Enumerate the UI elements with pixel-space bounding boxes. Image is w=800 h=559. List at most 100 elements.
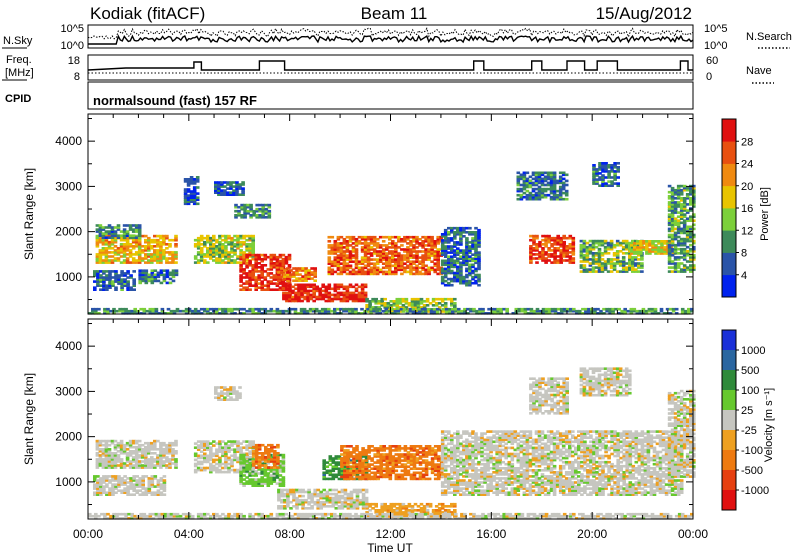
heatmap-cell (200, 467, 204, 470)
heatmap-cell (686, 187, 690, 190)
heatmap-cell (129, 249, 133, 252)
heatmap-cell (236, 469, 240, 472)
heatmap-cell (468, 231, 472, 234)
heatmap-cell (236, 235, 240, 238)
heatmap-cell (535, 261, 539, 264)
heatmap-cell (328, 256, 332, 259)
heatmap-cell (260, 264, 264, 267)
heatmap-cell (616, 166, 620, 169)
heatmap-cell (108, 448, 112, 451)
power-ylabel: Slant Range [km] (22, 168, 36, 260)
heatmap-cell (172, 280, 176, 283)
heatmap-cell (589, 268, 593, 271)
heatmap-cell (249, 214, 253, 217)
heatmap-cell (105, 440, 109, 443)
heatmap-cell (686, 246, 690, 249)
heatmap-cell (382, 267, 386, 270)
heatmap-cell (285, 292, 289, 295)
heatmap-cell (321, 284, 325, 287)
heatmap-cell (174, 243, 178, 246)
nave-label: Nave (746, 65, 772, 77)
heatmap-cell (310, 277, 314, 280)
heatmap-cell (358, 240, 362, 243)
noise-traces (88, 28, 693, 44)
heatmap-cell (93, 270, 97, 273)
heatmap-cell (406, 246, 410, 249)
heatmap-cell (105, 284, 109, 287)
heatmap-cell (505, 308, 509, 311)
heatmap-cell (286, 267, 290, 270)
heatmap-cell (322, 489, 326, 492)
heatmap-cell (322, 501, 326, 504)
heatmap-cell (165, 456, 169, 459)
heatmap-cell (674, 189, 678, 192)
heatmap-cell (468, 280, 472, 283)
heatmap-cell (674, 262, 678, 265)
heatmap-cell (114, 270, 118, 273)
heatmap-cell (601, 174, 605, 177)
heatmap-cell (674, 201, 678, 204)
heatmap-cell (129, 243, 133, 246)
y-tick-label: 1000 (55, 270, 82, 284)
heatmap-cell (224, 308, 228, 311)
heatmap-cell (370, 262, 374, 265)
heatmap-cell (453, 298, 457, 301)
colorbar-swatch (722, 230, 736, 253)
heatmap-cell (238, 193, 242, 196)
heatmap-cell (541, 243, 545, 246)
heatmap-cell (248, 288, 252, 291)
heatmap-cell (481, 308, 485, 311)
heatmap-cell (93, 280, 97, 283)
colorbar-tick-label: 4 (741, 270, 747, 282)
heatmap-cell (601, 162, 605, 165)
heatmap-cell (153, 458, 157, 461)
heatmap-cell (117, 450, 121, 453)
heatmap-cell (347, 503, 351, 506)
heatmap-cell (165, 251, 169, 254)
heatmap-cell (224, 442, 228, 445)
heatmap-cell (260, 254, 264, 257)
heatmap-cell (358, 260, 362, 263)
heatmap-cell (174, 261, 178, 264)
heatmap-cell (129, 440, 133, 443)
heatmap-cell (132, 288, 136, 291)
freq-right-tick-top: 60 (706, 55, 718, 67)
heatmap-cell (335, 493, 339, 496)
heatmap-cell (562, 241, 566, 244)
heatmap-cell (364, 284, 368, 287)
heatmap-cell (165, 235, 169, 238)
heatmap-cell (517, 188, 521, 191)
heatmap-cell (453, 302, 457, 305)
heatmap-cell (132, 278, 136, 281)
heatmap-cell (444, 268, 448, 271)
noise-search-trace (88, 28, 693, 39)
heatmap-cell (200, 461, 204, 464)
heatmap-cell (565, 190, 569, 193)
heatmap-cell (129, 286, 133, 289)
noise-sky-label: N.Sky (3, 35, 33, 47)
heatmap-cell (444, 298, 448, 301)
heatmap-cell (334, 271, 338, 274)
heatmap-cell (444, 229, 448, 232)
heatmap-cell (285, 310, 289, 313)
heatmap-cell (310, 505, 314, 508)
colorbar-tick-label: 20 (741, 181, 753, 193)
heatmap-cell (358, 286, 362, 289)
heatmap-cell (248, 235, 252, 238)
heatmap-cell (163, 479, 167, 482)
heatmap-cell (248, 308, 252, 311)
heatmap-cell (105, 247, 109, 250)
heatmap-cell (372, 308, 376, 311)
heatmap-cell (598, 248, 602, 251)
heatmap-cell (200, 235, 204, 238)
heatmap-cell (260, 476, 264, 479)
heatmap-cell (212, 243, 216, 246)
heatmap-cell (273, 288, 277, 291)
heatmap-cell (637, 258, 641, 261)
heatmap-cell (236, 440, 240, 443)
colorbar-swatch (722, 119, 736, 142)
heatmap-cell (285, 256, 289, 259)
heatmap-cell (535, 235, 539, 238)
heatmap-cell (200, 247, 204, 250)
